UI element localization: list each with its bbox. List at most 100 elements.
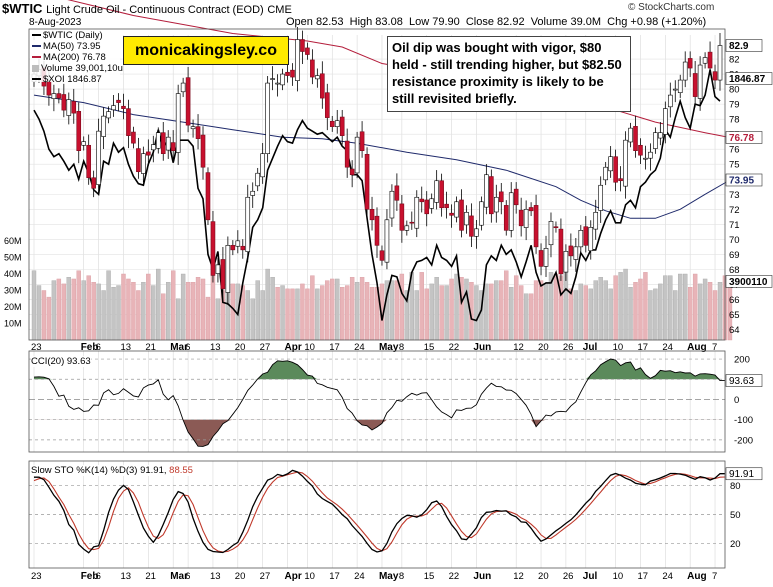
low-value: Low 79.90 <box>408 16 460 28</box>
x-tick-label: 20 <box>538 342 549 353</box>
candle-body <box>329 120 335 127</box>
sto-tag-bg <box>725 467 763 481</box>
candle-body <box>658 132 663 139</box>
x-tick-label: May <box>379 342 399 353</box>
sto-label-main: Slow STO %K(14) %D(3) 91.91, <box>31 465 167 476</box>
candle-body <box>682 61 688 81</box>
moving-averages <box>33 0 731 219</box>
cci-tick-label: 0 <box>734 395 739 406</box>
volume-bar <box>702 278 708 341</box>
volume-bar <box>354 282 360 341</box>
volume-bar <box>31 270 37 341</box>
x-tick-label: 23 <box>31 342 42 353</box>
volume-bar <box>76 270 81 341</box>
sto-tick-label: 20 <box>730 539 741 550</box>
volume-bar <box>712 290 718 341</box>
volume-bar <box>429 283 434 341</box>
volume-bar <box>543 283 549 341</box>
x-tick-label: May <box>379 571 399 582</box>
volume-bar <box>414 290 419 341</box>
chart-title: $WTIC Light Crude Oil - Continuous Contr… <box>2 1 292 16</box>
x-tick-label: 20 <box>538 571 549 582</box>
volume-bar <box>504 270 509 341</box>
x-tick-label: 7 <box>712 571 717 582</box>
cci-panel <box>29 358 725 447</box>
ma50-tag: 73.95 <box>729 175 754 186</box>
volume-bar <box>653 288 658 341</box>
candle-body <box>260 153 265 178</box>
x-tick-label: Mar <box>170 342 188 353</box>
x-tick-label: 17 <box>329 342 340 353</box>
candle-body <box>175 93 181 153</box>
candle-body <box>672 88 678 91</box>
x-tick-label: Aug <box>687 571 706 582</box>
panel-frame <box>28 28 726 341</box>
candle-body <box>374 215 380 246</box>
volume-bar <box>553 273 559 341</box>
candle-body <box>275 82 280 85</box>
volume-bar <box>86 275 91 341</box>
volume-bar <box>633 282 638 341</box>
candle-body <box>384 219 390 263</box>
volume-bar <box>195 277 201 341</box>
x-tick-label: 17 <box>637 571 648 582</box>
volume-bar <box>399 273 405 341</box>
x-tick-label: 22 <box>449 571 460 582</box>
volume-tag-bg <box>725 275 773 288</box>
volume-bar <box>489 283 494 341</box>
volume-bar <box>449 278 454 341</box>
volume-bar <box>464 278 469 341</box>
candle-body <box>300 39 305 52</box>
x-tick-label: 8 <box>399 342 404 353</box>
volume-bar <box>330 278 335 341</box>
volume-bar <box>618 272 623 341</box>
volume-bar <box>583 285 588 341</box>
price-tick-label: 64 <box>729 325 740 336</box>
volume-bar <box>205 296 211 341</box>
volume-bar <box>116 285 121 341</box>
candle-body <box>444 203 449 209</box>
volume-bar <box>265 268 270 341</box>
volume-tick-label: 60M <box>4 236 22 246</box>
volume-tick-label: 20M <box>4 302 22 312</box>
candle-body <box>618 178 623 182</box>
candle-body <box>419 198 425 203</box>
candle-body <box>61 94 67 111</box>
candle-body <box>200 134 206 168</box>
ma200-tag: 76.78 <box>729 133 754 144</box>
legend-wtic: $WTIC (Daily) <box>32 30 103 41</box>
cci-overbought-fill <box>34 359 725 380</box>
candle-body <box>479 201 484 226</box>
volume-value: Volume 39.0M <box>530 16 602 28</box>
volume-bar <box>170 270 176 341</box>
volume-bar <box>717 282 723 341</box>
candle-body <box>663 108 668 135</box>
volume-bar <box>603 280 608 341</box>
cci-label: CCI(20) 93.63 <box>31 356 91 367</box>
candle-body <box>613 156 618 183</box>
volume-bar <box>91 282 96 341</box>
candle-body <box>638 144 643 156</box>
candle-body <box>598 184 603 211</box>
volume-bar <box>648 290 653 341</box>
candle-body <box>141 153 146 174</box>
volume-bar <box>349 277 355 341</box>
volume-bar <box>643 272 648 341</box>
volume-bar <box>46 296 52 341</box>
candle-body <box>439 180 444 209</box>
candle-body <box>126 108 131 136</box>
candle-body <box>717 45 723 81</box>
volume-bar <box>608 288 613 341</box>
volume-bar <box>578 283 584 341</box>
volume-bar <box>673 290 678 341</box>
price-tick-label: 80 <box>729 85 740 96</box>
candle-body <box>96 130 101 185</box>
volume-bar <box>230 283 236 341</box>
price-tick-label: 82 <box>729 55 740 66</box>
candle-body <box>623 139 628 187</box>
candle-body <box>593 211 599 230</box>
volume-bar <box>146 273 151 341</box>
price-tick-label: 71 <box>729 220 740 231</box>
volume-bar <box>628 287 633 341</box>
